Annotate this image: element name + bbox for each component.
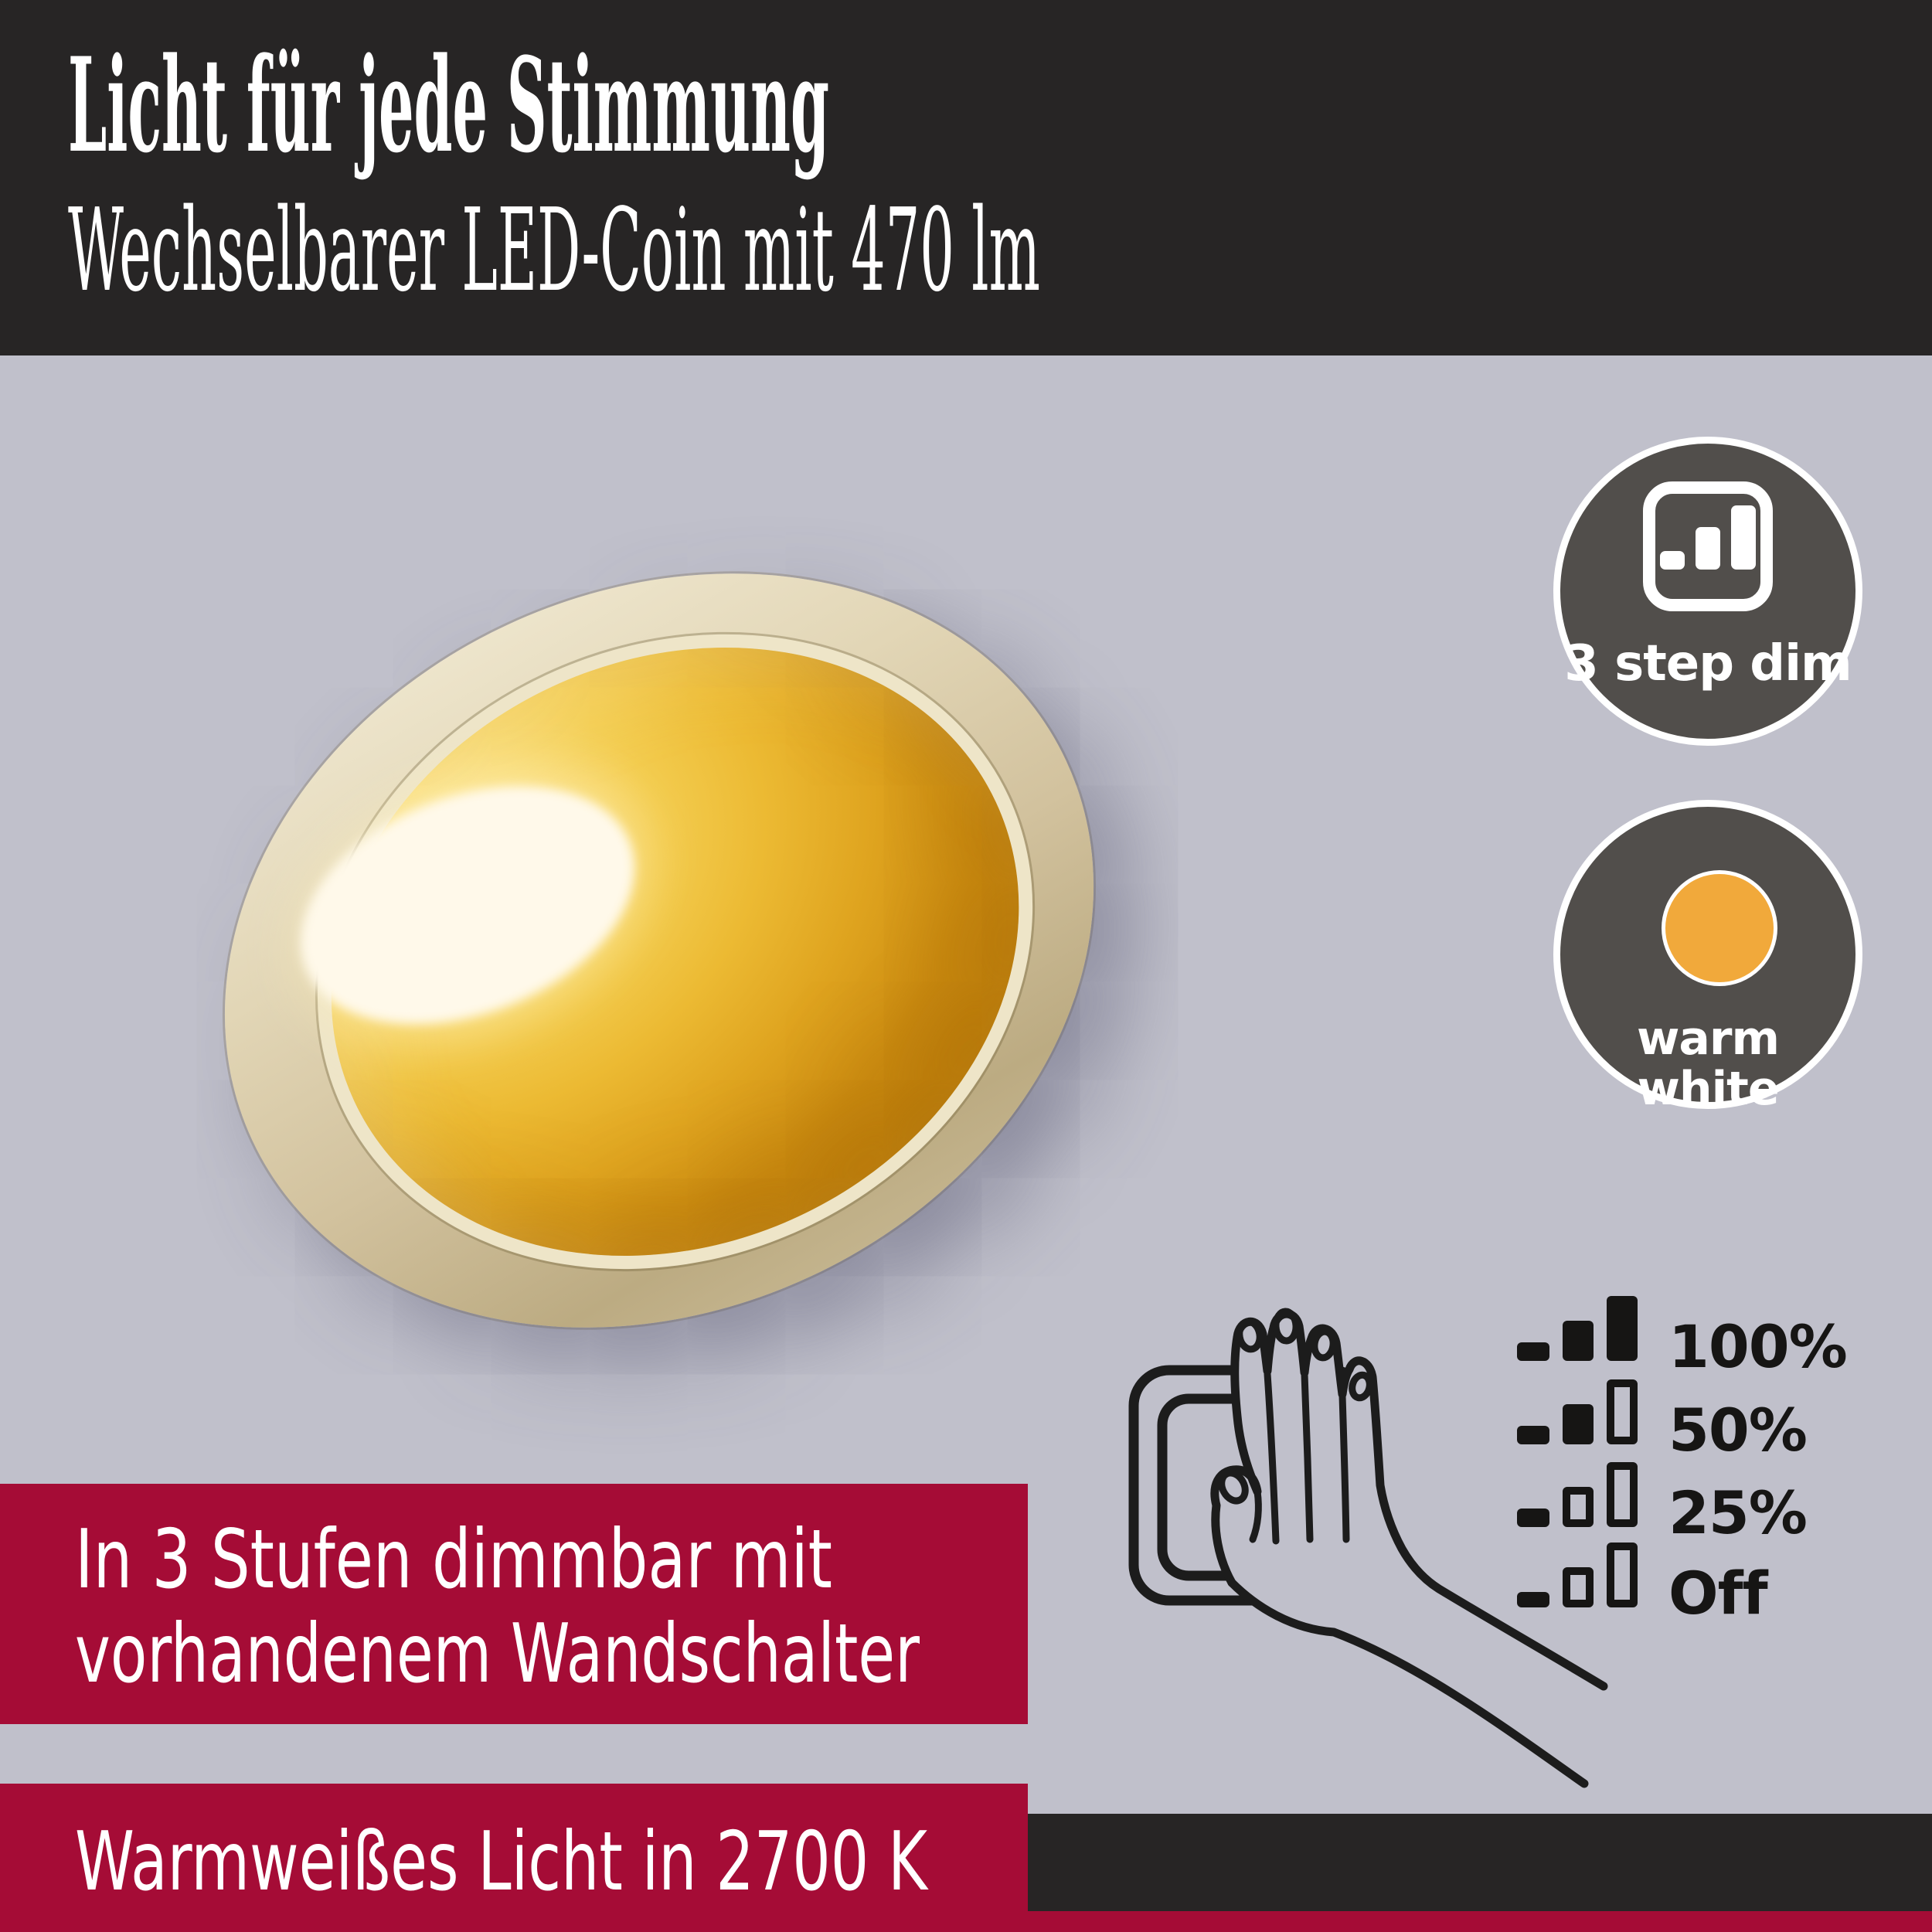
signal-bars-icon-1of3 bbox=[1517, 1462, 1638, 1527]
dim-level-label: 25% bbox=[1668, 1478, 1808, 1547]
dim-level-label: 100% bbox=[1668, 1312, 1848, 1381]
warm-white-banner bbox=[0, 1784, 1028, 1932]
dim-level-row-off: Off bbox=[1517, 1538, 1768, 1623]
bottom-red-strip bbox=[0, 1911, 1932, 1932]
signal-bars-icon-3of3 bbox=[1517, 1296, 1638, 1361]
three-bars-in-rounded-square-icon bbox=[1643, 481, 1773, 611]
warm-label-line2: white bbox=[1637, 1062, 1779, 1116]
dim-level-label: Off bbox=[1668, 1559, 1768, 1628]
header-band bbox=[0, 0, 1932, 355]
dim-level-row-100: 100% bbox=[1517, 1291, 1848, 1376]
warm-label-line1: warm bbox=[1636, 1012, 1780, 1066]
bar-medium bbox=[1696, 527, 1720, 570]
badge-warm-white: warm white bbox=[1553, 800, 1862, 1114]
warm-white-color-dot-icon bbox=[1662, 870, 1777, 986]
dim-level-row-50: 50% bbox=[1517, 1375, 1808, 1460]
badge-warm-white-label: warm white bbox=[1560, 1014, 1855, 1114]
signal-bars-icon-2of3 bbox=[1517, 1379, 1638, 1444]
hand-icon bbox=[1210, 1308, 1608, 1788]
bar-small bbox=[1660, 551, 1685, 570]
bottom-charcoal-block bbox=[1028, 1814, 1932, 1911]
dimmable-banner bbox=[0, 1484, 1028, 1724]
signal-bars-icon-0of3 bbox=[1517, 1543, 1638, 1607]
badge-3-step-dim: 3 step dim bbox=[1553, 437, 1862, 746]
bar-large bbox=[1731, 505, 1756, 570]
hand-touching-wall-switch-illustration bbox=[1128, 1308, 1608, 1788]
dim-level-label: 50% bbox=[1668, 1396, 1808, 1464]
badge-3-step-dim-label: 3 step dim bbox=[1564, 635, 1852, 692]
dim-level-row-25: 25% bbox=[1517, 1458, 1808, 1543]
